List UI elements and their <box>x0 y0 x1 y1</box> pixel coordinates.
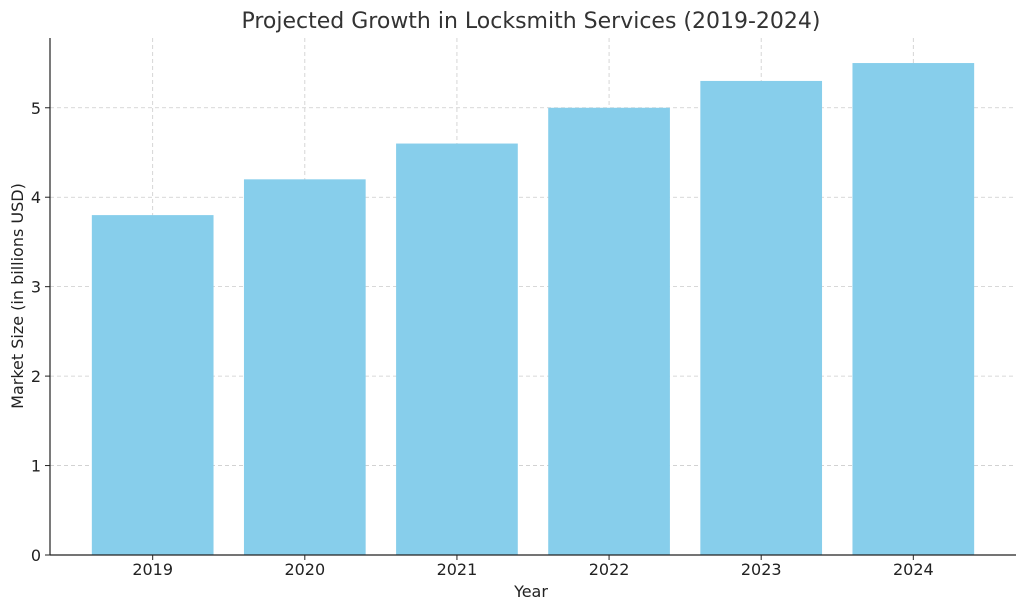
x-tick-label: 2024 <box>893 560 934 579</box>
bar-2022 <box>548 107 670 556</box>
x-tick-label: 2022 <box>589 560 630 579</box>
x-axis-label: Year <box>513 582 548 601</box>
x-tick-label: 2023 <box>741 560 782 579</box>
x-tick-label: 2020 <box>284 560 325 579</box>
bar-2020 <box>243 179 366 555</box>
y-tick-label: 0 <box>31 546 41 565</box>
y-tick-label: 1 <box>31 457 41 476</box>
bar-2024 <box>852 63 975 555</box>
tick-labels: 0 1 2 3 4 5 2019 2020 2021 2022 2023 2024 <box>31 99 934 579</box>
y-tick-label: 5 <box>31 99 41 118</box>
y-axis-label: Market Size (in billions USD) <box>8 183 27 409</box>
axes <box>45 38 1016 560</box>
bars <box>91 63 975 556</box>
y-tick-label: 3 <box>31 278 41 297</box>
bar-2019 <box>91 215 214 555</box>
y-tick-label: 4 <box>31 188 41 207</box>
y-tick-label: 2 <box>31 367 41 386</box>
x-tick-label: 2019 <box>132 560 173 579</box>
bar-2023 <box>700 80 823 555</box>
bar-2021 <box>396 143 518 556</box>
chart-title: Projected Growth in Locksmith Services (… <box>241 9 820 34</box>
x-tick-label: 2021 <box>437 560 478 579</box>
